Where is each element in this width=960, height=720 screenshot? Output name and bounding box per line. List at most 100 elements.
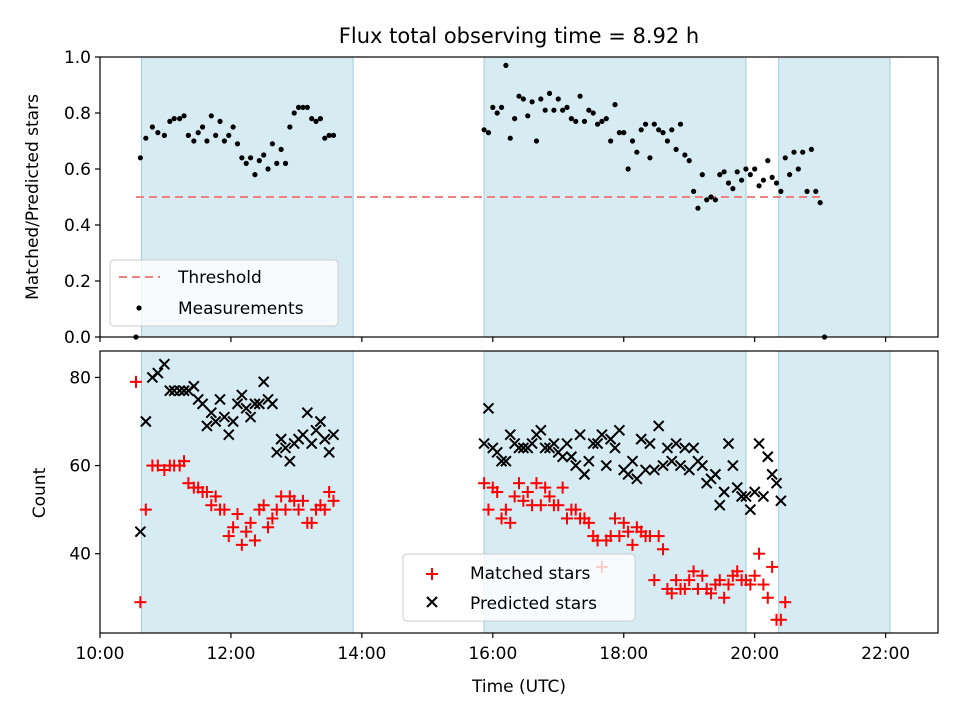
predicted-star-mark-b [173,384,186,397]
predicted-star-point-101 [727,459,739,472]
predicted-star-point-75 [613,424,626,437]
x-tick-label-5: 20:00 [730,644,779,664]
predicted-star-mark-b [604,433,617,445]
ratio-panel: 0.0 0.2 0.4 0.6 0.8 1.0 Matched/Predicted sta… [23,48,939,348]
ratio-y-label: Matched/Predicted stars [23,94,43,300]
predicted-star-mark-b [722,437,735,450]
predicted-star-mark-b [526,437,538,450]
measurement-point-26 [256,158,262,164]
chart-title: Flux total observing time = 8.92 h [339,24,699,48]
predicted-star-point-14 [201,420,213,432]
predicted-star-mark-b [517,442,530,454]
predicted-star-point-40 [314,415,327,428]
matched-star-point-77 [622,525,635,538]
predicted-star-mark-b [495,455,508,467]
predicted-star-mark-b [766,468,778,481]
predicted-star-point-107 [753,437,765,450]
measurement-point-62 [560,107,566,113]
predicted-star-point-26 [253,398,266,410]
measurement-point-11 [191,138,197,144]
predicted-star-mark-b [209,415,222,428]
predicted-stars-points [134,358,787,538]
predicted-star-mark-b [249,398,261,410]
matched-star-point-14 [200,486,213,498]
matched-star-point-100 [722,578,735,591]
predicted-star-mark-b [227,415,239,428]
predicted-star-mark-b [735,490,748,503]
measurement-point-72 [603,116,609,122]
measurement-point-29 [269,141,276,147]
predicted-star-mark-b [596,429,608,441]
measurement-point-81 [642,121,649,127]
predicted-star-point-13 [196,398,209,410]
predicted-star-point-88 [670,437,682,450]
predicted-star-point-38 [305,437,318,450]
matched-star-point-29 [266,512,279,525]
predicted-star-mark-b [587,437,599,450]
measurement-point-34 [291,110,297,116]
matched-star-point-92 [687,565,700,578]
ratio-panel-frame [99,56,939,338]
predicted-legend-label: Predicted stars [470,594,597,614]
measurement-point-115 [791,149,797,155]
predicted-star-mark-b [731,481,743,494]
predicted-star-point-99 [718,486,730,498]
predicted-star-mark-b [535,424,547,437]
matched-star-point-108 [757,578,770,591]
measurement-point-99 [721,169,727,175]
measurement-point-7 [171,116,177,122]
matched-star-point-78 [626,538,639,551]
predicted-star-mark-b [284,455,296,467]
ratio-y-tick-label-1: 0.2 [64,272,91,292]
predicted-star-point-92 [687,442,700,454]
ratio-y-tick-label-2: 0.4 [64,216,91,236]
observing-window-bottom-0 [140,350,354,634]
predicted-star-mark-b [679,442,691,454]
measurement-point-37 [304,104,310,110]
measurement-point-63 [564,104,570,110]
measurement-point-76 [621,130,627,136]
matched-star-point-50 [504,516,517,529]
measurement-point-16 [213,132,219,138]
matched-star-point-102 [731,565,744,578]
predicted-star-mark-b [775,495,787,507]
matched-star-point-54 [521,486,534,498]
matched-star-point-98 [713,574,726,587]
predicted-star-mark-b [140,415,152,428]
matched-star-point-43 [327,494,340,507]
predicted-star-point-106 [748,486,761,498]
measurement-point-41 [322,135,328,141]
predicted-star-mark-b [714,499,726,511]
predicted-star-point-27 [257,376,270,388]
x-tick-label-0: 10:00 [76,644,125,664]
count-y-tick-label-1: 60 [69,457,91,477]
measurement-point-69 [590,110,596,116]
count-legend-box [402,553,636,622]
predicted-star-mark-b [178,384,190,397]
predicted-star-point-8 [173,384,186,397]
matched-star-point-22 [235,538,248,551]
predicted-star-point-90 [679,442,691,454]
count-y-tick-label-0: 40 [69,545,91,565]
matched-star-point-51 [508,490,521,503]
measurement-point-77 [625,166,631,172]
matched-star-point-21 [231,508,244,521]
measurement-point-118 [804,188,810,194]
measurement-point-20 [230,124,236,130]
predicted-star-mark-b [652,420,665,432]
predicted-star-point-83 [648,464,661,476]
predicted-star-point-58 [539,442,551,454]
measurement-point-74 [612,102,618,108]
ratio-y-ticks: 0.0 0.2 0.4 0.6 0.8 1.0 [64,48,100,348]
predicted-star-point-79 [631,473,643,485]
measurement-point-24 [247,155,254,161]
predicted-star-point-36 [297,429,309,441]
measurement-point-114 [787,172,793,178]
predicted-star-point-94 [696,459,709,472]
measurement-point-87 [669,127,675,133]
measurement-point-28 [265,166,271,172]
measurement-point-90 [682,152,688,158]
observing-window-bottom-2 [778,350,891,634]
x-tick-label-2: 14:00 [337,644,386,664]
predicted-star-point-21 [231,398,244,410]
